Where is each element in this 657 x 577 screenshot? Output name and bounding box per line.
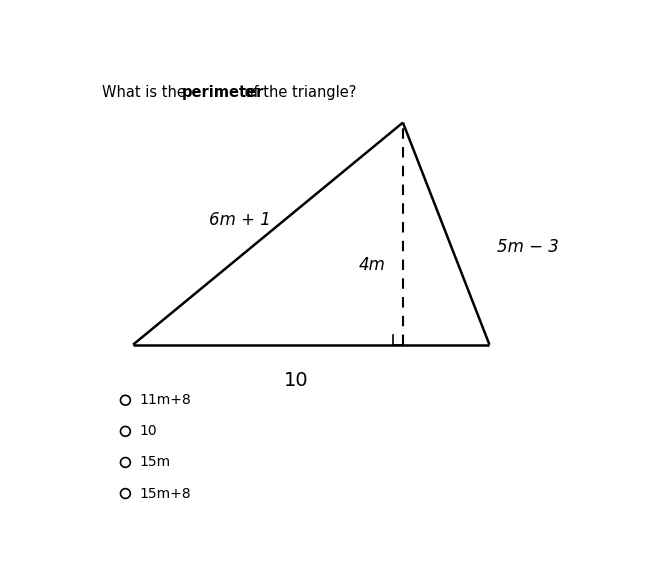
- Text: 5m − 3: 5m − 3: [497, 238, 559, 256]
- Text: What is the: What is the: [102, 85, 191, 100]
- Text: 6m + 1: 6m + 1: [209, 211, 271, 229]
- Text: 10: 10: [139, 424, 157, 439]
- Text: of the triangle?: of the triangle?: [240, 85, 356, 100]
- Text: 4m: 4m: [358, 256, 385, 273]
- Text: 11m+8: 11m+8: [139, 394, 191, 407]
- Text: 15m+8: 15m+8: [139, 486, 191, 500]
- Text: 15m: 15m: [139, 455, 171, 470]
- Text: perimeter: perimeter: [181, 85, 264, 100]
- Text: 10: 10: [284, 372, 308, 391]
